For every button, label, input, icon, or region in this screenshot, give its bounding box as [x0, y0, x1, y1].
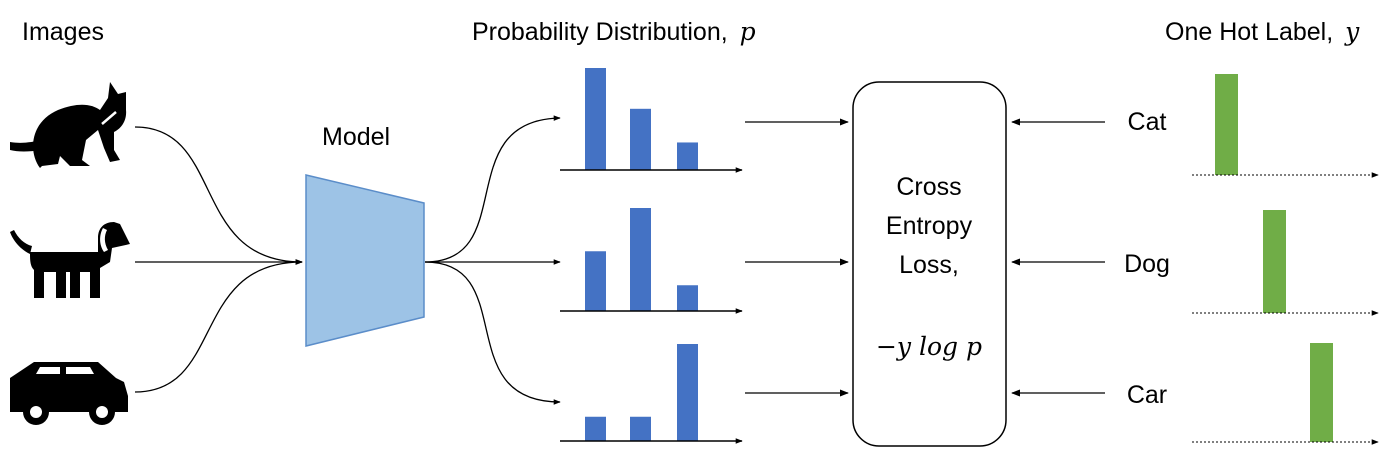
- car-icon: [10, 362, 128, 425]
- loss-line3: Loss,: [899, 251, 959, 279]
- prob-bar-3-3: [677, 344, 698, 441]
- prob-bar-1-3: [677, 142, 698, 170]
- model-to-dist-connectors: [424, 115, 561, 405]
- loss-formula: −y log p: [876, 332, 982, 361]
- onehot-chart-3: [1192, 343, 1379, 445]
- model-to-dist1-arrow: [424, 115, 561, 263]
- cat-icon: [10, 82, 127, 168]
- onehot-bar-2-2: [1263, 210, 1286, 313]
- prob-dist-header-text: Probability Distribution,: [472, 18, 728, 46]
- car-to-model-arrow: [134, 259, 303, 393]
- class-label-cat: Cat: [1128, 108, 1167, 136]
- dog-icon: [10, 222, 130, 298]
- prob-chart-1: [560, 68, 743, 173]
- prob-chart-2: [560, 208, 743, 314]
- image-to-model-connectors: [134, 126, 303, 393]
- prob-dist-var: p: [740, 17, 756, 46]
- prob-bar-3-2: [630, 416, 651, 441]
- model-trapezoid: [305, 174, 425, 347]
- one-hot-var: y: [1344, 17, 1360, 46]
- probability-distributions: [560, 68, 743, 444]
- cat-to-model-arrow: [134, 126, 303, 265]
- prob-bar-1-2: [630, 108, 651, 170]
- onehot-bar-3-3: [1310, 343, 1333, 442]
- one-hot-labels: [1192, 74, 1379, 445]
- model-to-dist3-arrow: [424, 261, 561, 405]
- images-header: Images: [22, 18, 104, 46]
- prob-chart-3: [560, 344, 743, 444]
- loss-box: [852, 81, 1007, 447]
- loss-line2: Entropy: [886, 212, 973, 240]
- onehot-chart-1: [1192, 74, 1379, 178]
- dist-to-loss-arrows: [745, 118, 849, 397]
- prob-bar-2-1: [585, 251, 606, 311]
- prob-bar-2-3: [677, 285, 698, 311]
- loss-line1: Cross: [896, 173, 961, 201]
- prob-bar-3-1: [585, 416, 606, 441]
- class-label-dog: Dog: [1124, 250, 1170, 278]
- onehot-bar-1-1: [1215, 74, 1238, 175]
- class-label-car: Car: [1127, 381, 1167, 409]
- prob-bar-1-1: [585, 68, 606, 170]
- model-label: Model: [322, 123, 390, 151]
- prob-dist-header: Probability Distribution, p: [472, 17, 756, 46]
- one-hot-header-text: One Hot Label,: [1165, 18, 1333, 46]
- label-to-loss-arrows: [1011, 118, 1105, 397]
- one-hot-header: One Hot Label, y: [1165, 17, 1360, 46]
- onehot-chart-2: [1192, 210, 1379, 316]
- prob-bar-2-2: [630, 208, 651, 311]
